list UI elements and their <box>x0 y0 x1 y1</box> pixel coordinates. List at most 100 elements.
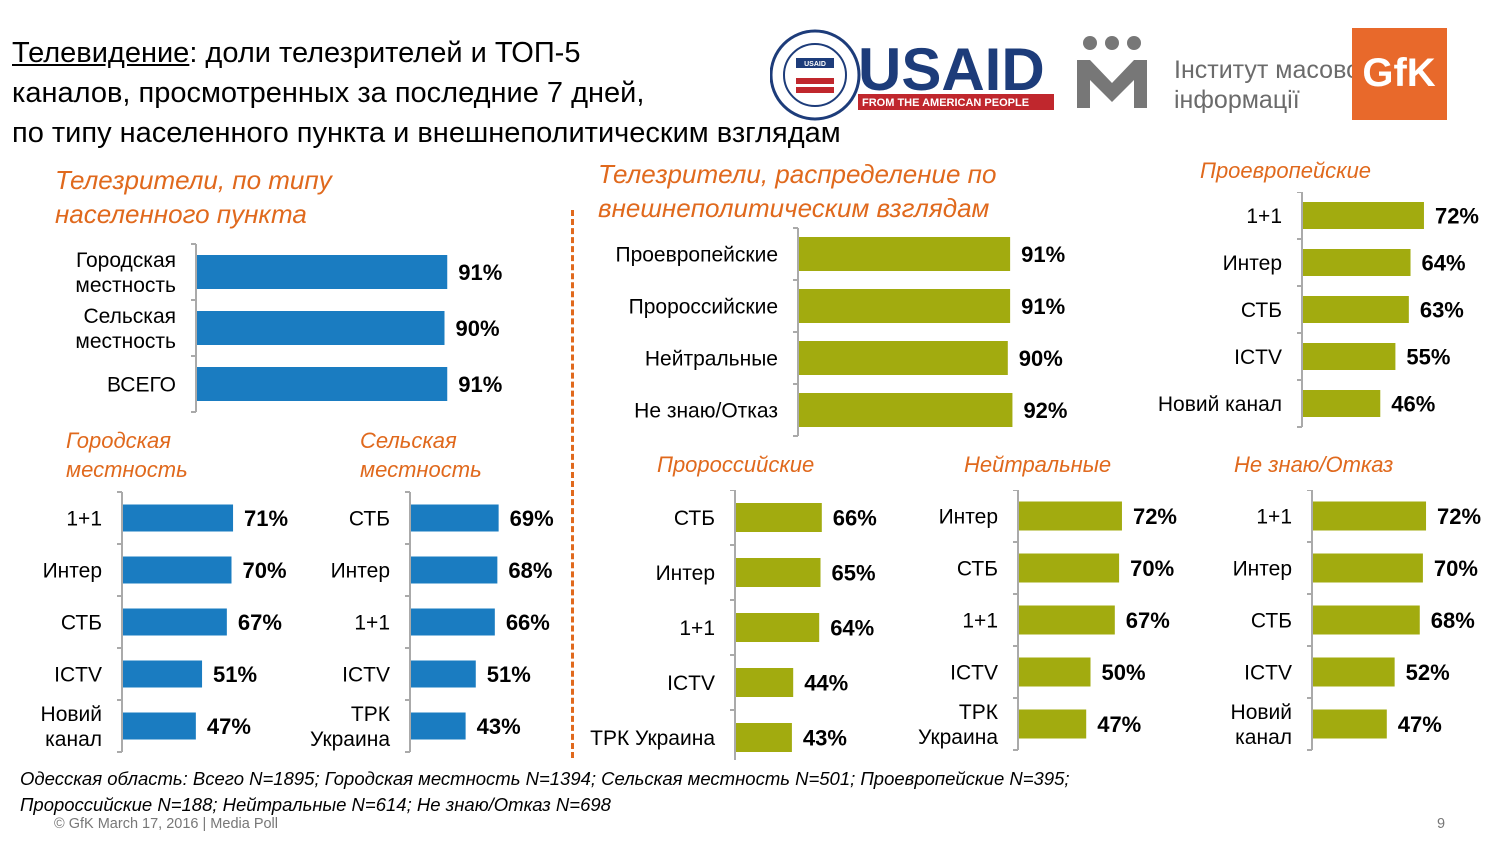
bar-pro_eu-4 <box>1303 390 1381 417</box>
chart-settlement: Городская местность 91% Сельская местность 90… <box>75 243 502 413</box>
value-label: 43% <box>477 714 521 739</box>
bar-rural-1 <box>411 556 498 584</box>
category-label: ВСЕГО <box>107 374 176 397</box>
bar-dont_know-4 <box>1313 709 1387 739</box>
chart-urban: 1+1 71% Интер 70% СТБ 67% ICTV 51% Новий канал 47% <box>41 491 288 753</box>
category-label: Нейтральные <box>645 348 778 371</box>
usaid-logo-text: USAID <box>858 36 1045 103</box>
value-label: 68% <box>508 558 552 583</box>
value-label: 72% <box>1133 504 1177 529</box>
category-label: ICTV <box>342 664 390 687</box>
value-label: 90% <box>1019 346 1063 371</box>
bar-dont_know-0 <box>1313 501 1427 531</box>
chart-divider <box>571 210 574 758</box>
category-label: Интер <box>656 562 715 585</box>
value-label: 63% <box>1420 297 1464 322</box>
usaid-seal-center: USAID <box>804 61 826 68</box>
heading-politics: Телезрители, распределение по внешнеполи… <box>598 159 997 223</box>
chart-pro-eu: 1+1 72% Интер 64% СТБ 63% ICTV 55% Новий канал 46… <box>1158 192 1479 428</box>
bar-rural-0 <box>411 504 499 532</box>
category-label: Интер <box>331 560 390 583</box>
usaid-tagline: FROM THE AMERICAN PEOPLE <box>862 97 1029 109</box>
category-label: Новий канал <box>1158 393 1282 416</box>
imi-line1: Інститут масової <box>1174 56 1367 84</box>
bar-neutral-2 <box>1019 605 1115 635</box>
value-label: 47% <box>207 714 251 739</box>
category-label: ICTV <box>667 672 715 695</box>
value-label: 51% <box>487 662 531 687</box>
subhead-dont-know: Не знаю/Отказ <box>1234 452 1394 477</box>
gfk-logo-text: GfK <box>1362 51 1435 95</box>
value-label: 44% <box>804 670 848 695</box>
value-label: 70% <box>1130 556 1174 581</box>
usaid-seal-icon: USAID <box>770 29 861 121</box>
value-label: 52% <box>1406 660 1450 685</box>
category-label: Интер <box>939 506 998 529</box>
category-label: СТБ <box>61 612 102 635</box>
category-label: ТРК Украина <box>590 727 715 750</box>
category-label: СТБ <box>957 558 998 581</box>
gfk-logo-icon: GfK <box>1352 28 1447 120</box>
bar-politics-1 <box>799 289 1011 323</box>
value-label: 67% <box>238 610 282 635</box>
category-label: Интер <box>1233 558 1292 581</box>
bar-urban-4 <box>123 712 196 740</box>
bar-pro_eu-2 <box>1303 296 1409 323</box>
bar-pro_ru-2 <box>736 613 820 642</box>
footnote: Одесская область: Всего N=1895; Городска… <box>20 766 1070 818</box>
bar-urban-3 <box>123 660 203 688</box>
category-label: Интер <box>1223 252 1282 275</box>
value-label: 55% <box>1406 344 1450 369</box>
bar-settlement-0 <box>197 255 448 289</box>
category-label: 1+1 <box>1246 205 1282 228</box>
footnote-line1: Одесская область: Всего N=1895; Городска… <box>20 768 1070 789</box>
bar-neutral-1 <box>1019 553 1120 583</box>
bar-pro_ru-4 <box>736 723 792 752</box>
footnote-line2: Пророссийские N=188; Нейтральные N=614; … <box>20 794 611 815</box>
category-label: Пророссийские <box>629 296 778 319</box>
bar-neutral-4 <box>1019 709 1087 739</box>
value-label: 90% <box>456 316 500 341</box>
value-label: 70% <box>1434 556 1478 581</box>
category-label: ТРК Украина <box>918 701 999 749</box>
footer-copyright: © GfK March 17, 2016 | Media Poll <box>54 816 278 832</box>
title-line3: по типу населенного пункта и внешнеполит… <box>12 117 841 149</box>
category-label: Новий канал <box>41 703 102 751</box>
value-label: 69% <box>510 506 554 531</box>
bar-politics-3 <box>799 393 1013 427</box>
category-label: ТРК Украина <box>310 703 391 751</box>
bar-urban-2 <box>123 608 227 636</box>
title-line1: : доли телезрителей и ТОП-5 <box>189 37 581 69</box>
value-label: 50% <box>1102 660 1146 685</box>
value-label: 67% <box>1126 608 1170 633</box>
title-line2: каналов, просмотренных за последние 7 дн… <box>12 77 645 109</box>
bar-pro_ru-1 <box>736 558 821 587</box>
bar-rural-3 <box>411 660 476 688</box>
bar-urban-1 <box>123 556 232 584</box>
category-label: ICTV <box>1234 346 1282 369</box>
bar-politics-0 <box>799 237 1011 271</box>
bar-dont_know-1 <box>1313 553 1423 583</box>
bar-pro_eu-3 <box>1303 343 1396 370</box>
value-label: 91% <box>458 372 502 397</box>
value-label: 47% <box>1097 712 1141 737</box>
category-label: 1+1 <box>679 617 715 640</box>
value-label: 51% <box>213 662 257 687</box>
value-label: 46% <box>1391 391 1435 416</box>
value-label: 91% <box>458 260 502 285</box>
subhead-neutral: Нейтральные <box>964 452 1112 477</box>
logos: USAID USAID FROM THE AMERICAN PEOPLE Інс… <box>770 28 1447 121</box>
value-label: 91% <box>1021 294 1065 319</box>
title-underlined: Телевидение <box>12 37 190 69</box>
value-label: 64% <box>830 615 874 640</box>
bar-politics-2 <box>799 341 1008 375</box>
value-label: 72% <box>1435 203 1479 228</box>
bar-settlement-2 <box>197 367 448 401</box>
value-label: 47% <box>1398 712 1442 737</box>
value-label: 64% <box>1422 250 1466 275</box>
category-label: Новий канал <box>1231 701 1292 749</box>
value-label: 43% <box>803 725 847 750</box>
bar-pro_ru-0 <box>736 503 822 532</box>
category-label: ICTV <box>54 664 102 687</box>
value-label: 68% <box>1431 608 1475 633</box>
